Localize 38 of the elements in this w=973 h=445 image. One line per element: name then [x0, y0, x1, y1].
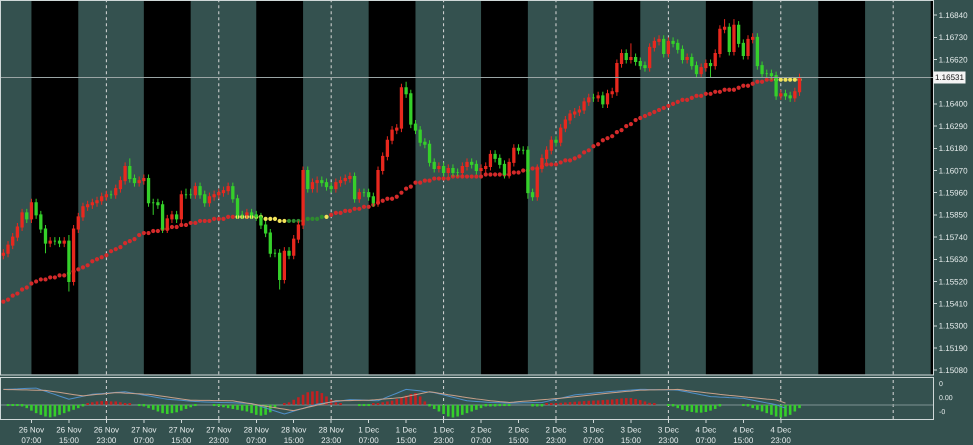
x-tick-label: 26 Nov 15:00 — [56, 426, 82, 445]
x-tick-label: 28 Nov 15:00 — [281, 426, 306, 445]
x-tick-label: 1 Dec 07:00 — [358, 426, 380, 445]
x-tick-label: 1 Dec 23:00 — [433, 426, 454, 445]
y-tick-label: 1.16400 — [938, 100, 968, 109]
y-tick-label: 1.16730 — [938, 33, 968, 42]
y-tick-label: 1.16840 — [938, 10, 968, 20]
x-tick-label: 4 Dec 23:00 — [770, 426, 792, 445]
x-tick-label: 3 Dec 15:00 — [620, 426, 642, 445]
y-tick-label: 1.15960 — [938, 188, 968, 198]
x-tick-label: 27 Nov 23:00 — [206, 426, 232, 445]
x-tick-label: 26 Nov 23:00 — [94, 426, 120, 445]
y-tick-label: 1.15080 — [938, 366, 968, 376]
x-tick-label: 28 Nov 23:00 — [318, 426, 344, 445]
y-tick-label: 1.15630 — [938, 255, 968, 264]
x-tick-label: 26 Nov 07:00 — [18, 426, 44, 445]
y-tick-label: 1.16290 — [938, 122, 968, 131]
x-tick-label: 3 Dec 07:00 — [582, 426, 604, 445]
x-tick-label: 2 Dec 15:00 — [508, 426, 530, 445]
y-tick-label: 1.15850 — [938, 210, 968, 220]
y-tick-label: 1.15410 — [938, 299, 968, 308]
y-tick-label: 1.16620 — [938, 55, 968, 64]
x-tick-label: 3 Dec 23:00 — [658, 426, 679, 445]
x-tick-label: 27 Nov 07:00 — [131, 426, 157, 445]
y-tick-label: 1.15190 — [938, 344, 968, 353]
y-tick-label: 1.16070 — [938, 166, 968, 176]
x-tick-label: 4 Dec 15:00 — [732, 426, 754, 445]
x-tick-label: 2 Dec 23:00 — [546, 426, 567, 445]
ref-line-label: 1.16531 — [935, 73, 964, 82]
x-tick-label: 2 Dec 07:00 — [470, 426, 492, 445]
y-tick-label: 1.15520 — [938, 277, 968, 286]
y-tick-label: 1.16180 — [938, 144, 968, 154]
x-tick-label: 28 Nov 07:00 — [244, 426, 269, 445]
x-tick-label: 27 Nov 15:00 — [168, 426, 194, 445]
x-tick-label: 1 Dec 15:00 — [396, 426, 417, 445]
y-tick-label: 1.15740 — [938, 232, 968, 242]
x-tick-label: 4 Dec 07:00 — [695, 426, 716, 445]
y-tick-label: 1.15300 — [938, 322, 968, 331]
